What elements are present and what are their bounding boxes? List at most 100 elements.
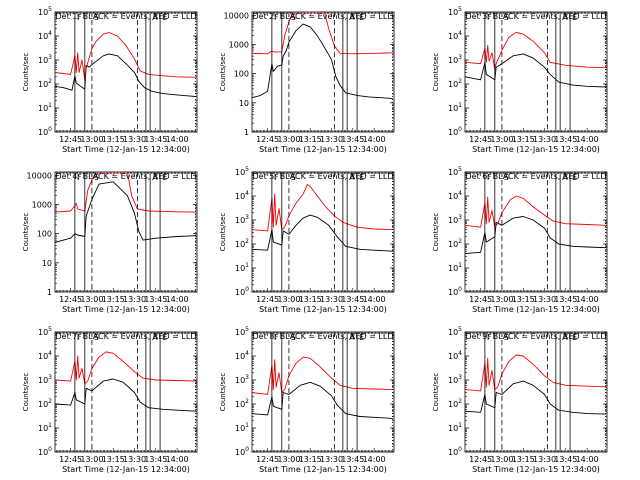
x-tick-label: 13:00: [80, 135, 103, 144]
x-axis-label: Start Time (12-Jan-15 12:34:00): [259, 305, 387, 314]
marker-letter: S: [94, 333, 99, 342]
marker-letter: F: [77, 13, 82, 22]
marker-letter: E: [162, 333, 167, 342]
marker-letter: A: [349, 333, 355, 342]
marker-letter: F: [487, 13, 492, 22]
x-tick-label: 13:00: [277, 455, 300, 464]
y-axis-label: Counts/sec: [219, 373, 227, 412]
series-line-events: [55, 181, 196, 243]
x-tick-label: 13:30: [123, 455, 146, 464]
y-tick-exponent: 0: [458, 126, 462, 133]
y-tick-exponent: 4: [48, 30, 52, 37]
series-line-events: [252, 214, 393, 252]
x-tick-label: 13:30: [320, 295, 343, 304]
y-tick-label: 102: [448, 78, 462, 89]
x-tick-label: 14:00: [576, 295, 599, 304]
y-tick-label: 103: [235, 214, 249, 225]
y-tick-label: 101: [448, 262, 462, 273]
x-tick-label: 13:00: [277, 135, 300, 144]
y-tick-label: 101: [235, 422, 249, 433]
panel-title: Det 6: BLACK = Events, RED = LLD: [466, 172, 607, 181]
x-tick-label: 14:00: [363, 295, 386, 304]
x-tick-label: 13:30: [533, 295, 556, 304]
y-tick-label: 104: [448, 190, 462, 201]
y-tick-label: 104: [235, 190, 249, 201]
y-axis-label: Counts/sec: [432, 373, 440, 412]
x-tick-label: 13:00: [80, 295, 103, 304]
y-tick-exponent: 4: [458, 190, 462, 197]
x-tick-label: 13:00: [490, 135, 513, 144]
y-tick-exponent: 1: [458, 422, 462, 429]
y-tick-exponent: 4: [245, 190, 249, 197]
marker-letter: S: [94, 13, 99, 22]
y-tick-exponent: 0: [48, 126, 52, 133]
x-axis-label: Start Time (12-Jan-15 12:34:00): [472, 145, 600, 154]
y-tick-label: 103: [448, 374, 462, 385]
x-tick-label: 12:45: [59, 295, 82, 304]
y-axis-label: Counts/sec: [432, 53, 440, 92]
chart-panel: 10010110210310410512:4513:0013:1513:3013…: [22, 326, 198, 474]
marker-letter: E: [572, 173, 577, 182]
y-axis-label: Counts/sec: [432, 213, 440, 252]
x-tick-label: 13:45: [554, 295, 577, 304]
y-tick-label: 100: [235, 446, 249, 457]
y-tick-label: 105: [235, 326, 249, 337]
x-tick-label: 12:45: [469, 295, 492, 304]
x-tick-label: 13:30: [123, 135, 146, 144]
series-line-events: [465, 53, 606, 88]
y-tick-exponent: 1: [245, 262, 249, 269]
y-tick-label: 102: [38, 78, 52, 89]
y-tick-label: 105: [448, 166, 462, 177]
marker-letter: S: [291, 13, 296, 22]
y-tick-label: 104: [448, 30, 462, 41]
panel-title: Det 7: BLACK = Events, RED = LLD: [56, 332, 197, 341]
x-tick-label: 13:00: [490, 295, 513, 304]
series-line-lld: [252, 184, 393, 232]
y-tick-exponent: 2: [48, 398, 52, 405]
marker-letter: S: [504, 173, 509, 182]
y-tick-exponent: 3: [48, 374, 52, 381]
y-tick-label: 102: [448, 398, 462, 409]
marker-letter: S: [291, 173, 296, 182]
marker-letter: A: [152, 333, 158, 342]
marker-letter: F: [77, 333, 82, 342]
y-tick-exponent: 0: [458, 286, 462, 293]
series-line-events: [55, 378, 196, 412]
marker-letter: E: [162, 173, 167, 182]
x-tick-label: 14:00: [166, 135, 189, 144]
y-tick-label: 100: [235, 286, 249, 297]
x-tick-label: 13:15: [299, 455, 322, 464]
y-axis-label: Counts/sec: [219, 213, 227, 252]
y-tick-label: 100: [38, 446, 52, 457]
marker-letter: A: [152, 13, 158, 22]
y-tick-exponent: 5: [48, 326, 52, 333]
y-tick-exponent: 3: [458, 54, 462, 61]
x-tick-label: 13:15: [512, 295, 535, 304]
marker-letter: S: [94, 173, 99, 182]
x-tick-label: 13:45: [554, 455, 577, 464]
y-tick-exponent: 5: [458, 166, 462, 173]
y-tick-label: 10000: [224, 11, 249, 20]
x-axis-label: Start Time (12-Jan-15 12:34:00): [259, 465, 387, 474]
y-tick-exponent: 4: [48, 350, 52, 357]
y-tick-label: 103: [448, 54, 462, 65]
series-line-events: [55, 53, 196, 97]
x-tick-label: 13:30: [123, 295, 146, 304]
x-tick-label: 14:00: [363, 455, 386, 464]
x-tick-label: 12:45: [256, 135, 279, 144]
y-tick-label: 100: [38, 126, 52, 137]
y-tick-label: 103: [38, 54, 52, 65]
x-tick-label: 13:15: [512, 135, 535, 144]
marker-letter: F: [487, 333, 492, 342]
panel-title: Det 8: BLACK = Events, RED = LLD: [253, 332, 394, 341]
panel-title: Det 2: BLACK = Events, RED = LLD: [253, 12, 394, 21]
y-tick-label: 102: [235, 238, 249, 249]
x-tick-label: 13:30: [533, 135, 556, 144]
chart-panel: 10010110210310410512:4513:0013:1513:3013…: [22, 6, 198, 154]
x-axis-label: Start Time (12-Jan-15 12:34:00): [62, 465, 190, 474]
x-tick-label: 14:00: [576, 455, 599, 464]
marker-letter: F: [487, 173, 492, 182]
x-axis-label: Start Time (12-Jan-15 12:34:00): [472, 465, 600, 474]
y-tick-label: 100: [448, 126, 462, 137]
